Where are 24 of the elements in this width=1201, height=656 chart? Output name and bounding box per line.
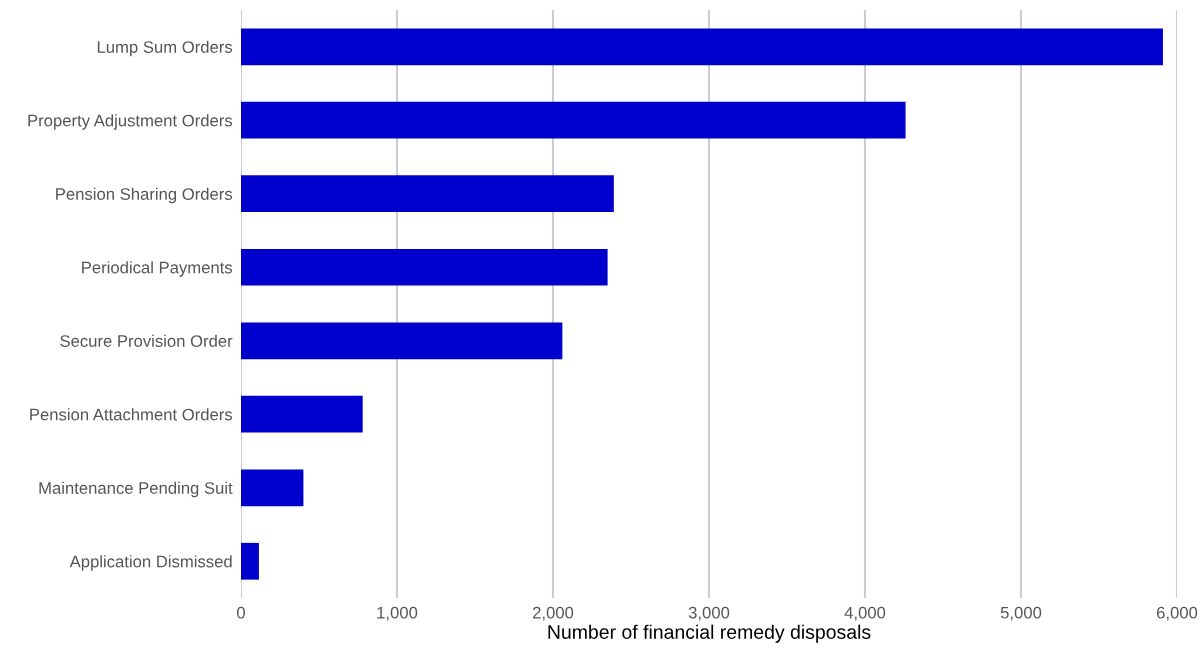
y-tick-label: Application Dismissed bbox=[69, 555, 232, 571]
bar bbox=[241, 469, 304, 507]
y-tick-label: Secure Provision Order bbox=[60, 334, 233, 347]
x-tick-label: 4,000 bbox=[844, 606, 886, 621]
y-tick-label: Periodical Payments bbox=[82, 261, 233, 277]
y-tick-label: Maintenance Pending Suit bbox=[39, 481, 233, 498]
y-tick-label: Pension Attachment Orders bbox=[30, 408, 233, 421]
bar bbox=[241, 28, 1163, 66]
bar bbox=[241, 322, 563, 360]
x-tick-label: 5,000 bbox=[1000, 606, 1042, 621]
bar bbox=[241, 395, 363, 433]
bar bbox=[241, 542, 259, 580]
bar bbox=[241, 248, 608, 286]
bar bbox=[241, 175, 614, 213]
bar bbox=[241, 101, 906, 139]
x-tick-label: 1,000 bbox=[377, 606, 418, 621]
x-tick-label: 6,000 bbox=[1156, 606, 1198, 621]
x-tick-label: 0 bbox=[237, 606, 245, 619]
y-tick-label: Pension Sharing Orders bbox=[56, 187, 233, 204]
y-tick-label: Lump Sum Orders bbox=[97, 40, 233, 57]
y-tick-label: Property Adjustment Orders bbox=[28, 114, 233, 130]
x-tick-label: 2,000 bbox=[532, 606, 574, 621]
x-axis-title: Number of financial remedy disposals bbox=[548, 624, 871, 643]
x-tick-label: 3,000 bbox=[688, 606, 730, 621]
